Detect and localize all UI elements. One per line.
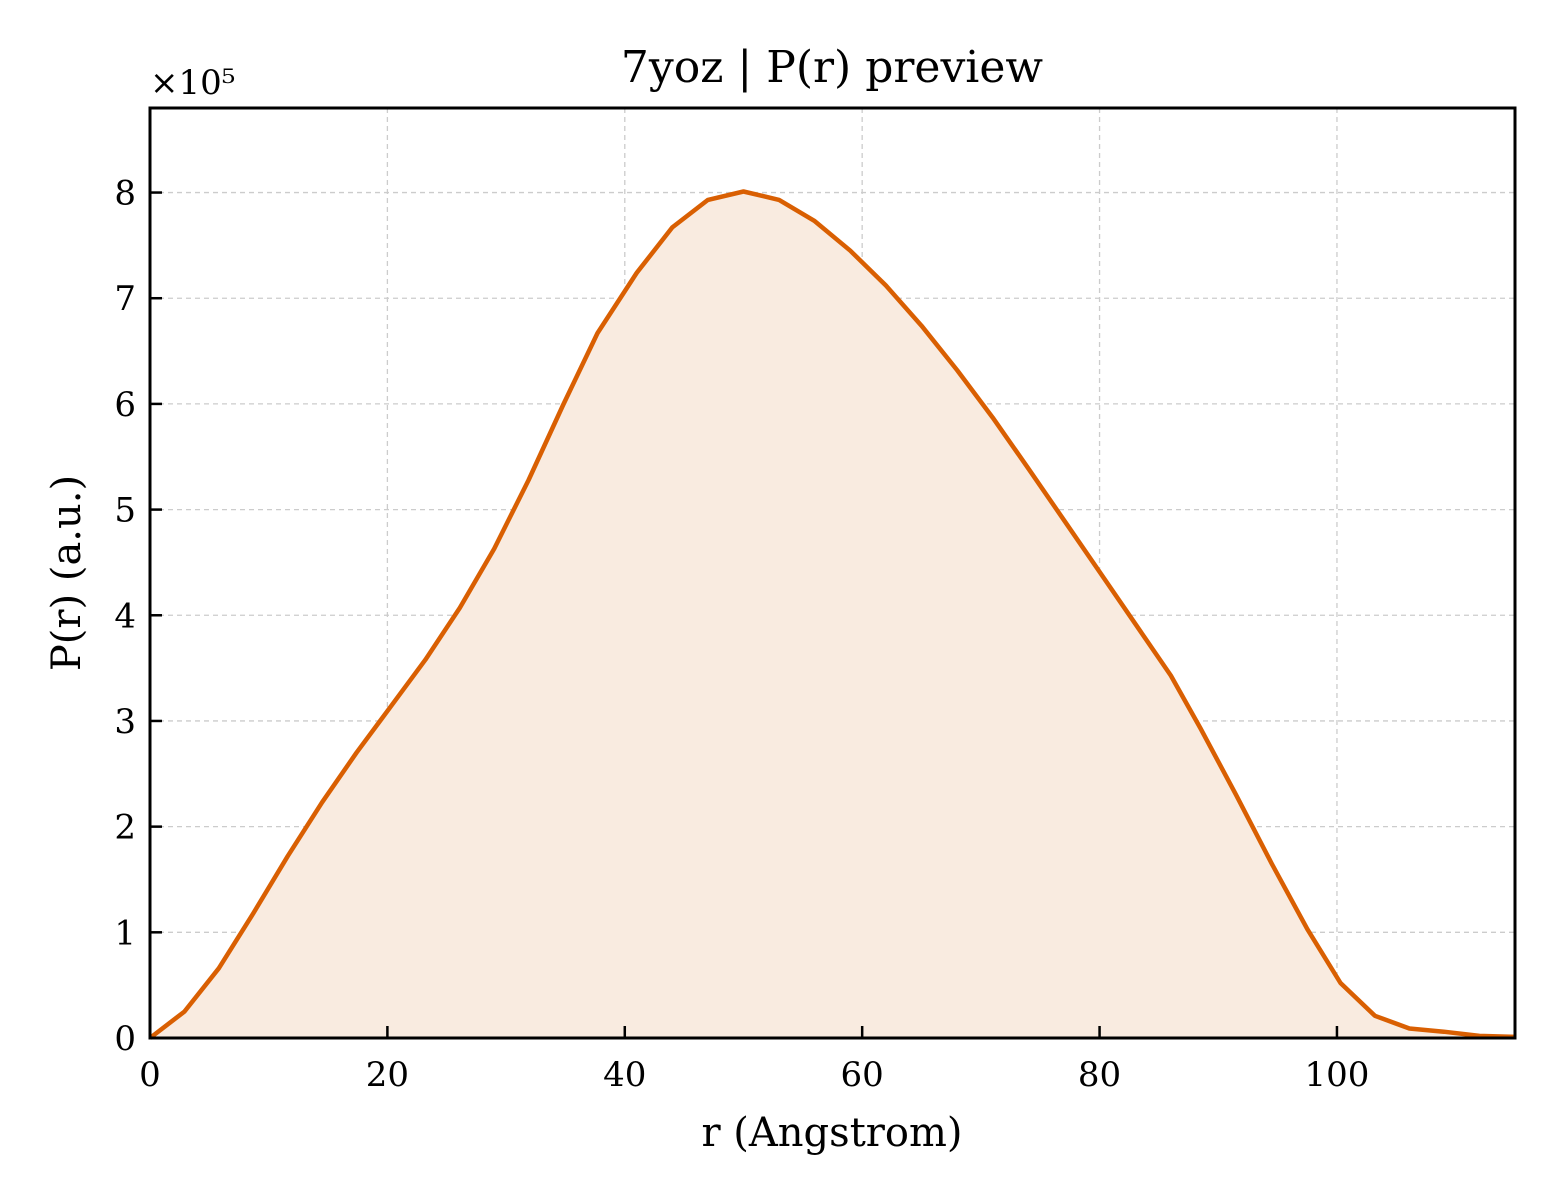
y-tick-label: 1 — [114, 913, 136, 953]
y-axis-label: P(r) (a.u.) — [44, 475, 90, 671]
x-tick-label: 100 — [1305, 1055, 1370, 1095]
chart-title: 7yoz | P(r) preview — [621, 42, 1043, 93]
x-axis-label: r (Angstrom) — [701, 1110, 962, 1156]
y-multiplier-label: ×10⁵ — [150, 63, 235, 103]
y-tick-label: 8 — [114, 174, 136, 214]
x-tick-label: 80 — [1078, 1055, 1121, 1095]
x-tick-label: 0 — [139, 1055, 161, 1095]
pr-curve-line — [148, 189, 1516, 1040]
y-tick-label: 6 — [114, 385, 136, 425]
plot-frame — [148, 106, 1517, 1040]
x-tick-label: 20 — [366, 1055, 409, 1095]
y-tick-label: 7 — [114, 279, 136, 319]
y-tick-labels: 0 1 2 3 4 5 6 7 8 — [114, 174, 136, 1059]
y-tick-label: 5 — [114, 491, 136, 531]
area-fill — [150, 191, 1515, 1038]
x-tick-labels: 0 20 40 60 80 100 — [139, 1055, 1369, 1095]
x-tick-label: 60 — [841, 1055, 884, 1095]
y-tick-label: 0 — [114, 1019, 136, 1059]
y-tick-label: 3 — [114, 702, 136, 742]
y-tick-label: 2 — [114, 808, 136, 848]
x-tick-label: 40 — [603, 1055, 646, 1095]
y-tick-label: 4 — [114, 596, 136, 636]
